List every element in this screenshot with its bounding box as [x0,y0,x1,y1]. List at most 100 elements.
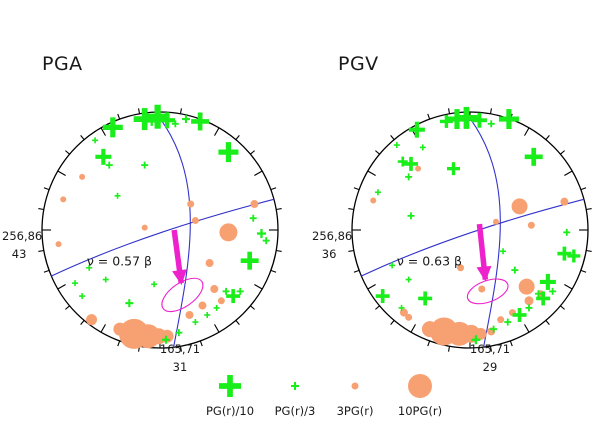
green-cross-point [397,156,408,167]
green-cross-point [151,281,158,288]
green-cross-point [171,120,179,128]
green-cross-point [222,287,230,295]
green-cross-point [92,137,99,144]
stereonet-svg-pgv: ν = 0.63 β [348,106,592,352]
green-cross-point [407,212,415,220]
green-cross-point [446,162,460,176]
green-cross-point [125,299,134,308]
green-cross-point [236,287,244,295]
orange-data-point [198,301,207,310]
green-cross-point [408,121,425,138]
great-circle-steep [154,111,191,348]
stereonet-outline [41,111,279,349]
legend-marker-dot-large [375,370,465,400]
green-cross-point [102,117,123,138]
green-cross-point [563,228,571,236]
green-cross-point [418,291,433,306]
panel-title-pga: PGA [42,53,83,75]
legend-marker-cross-small [250,370,340,400]
green-cross-point [256,229,266,239]
orange-data-point [415,165,422,172]
orange-data-point [527,221,535,229]
legend-label: PG(r)/10 [205,404,255,418]
stereonet-svg-pga: ν = 0.57 β [38,104,282,352]
stereonet-outline [351,111,589,349]
orange-data-point [560,197,569,206]
legend-marker-cross-large [185,370,275,400]
green-cross-point [498,109,519,130]
great-circle-steep [464,111,501,348]
green-markers [72,104,270,344]
green-cross-point [105,161,113,169]
side-label-pga-line1: 256,86 [2,229,43,243]
green-cross-point [86,264,93,271]
green-cross-point [374,189,381,196]
legend-item-2: 3PG(r) [310,370,400,418]
green-cross-point [419,144,426,151]
green-cross-point [536,291,551,306]
green-cross-point [500,248,507,255]
green-cross-point [404,156,418,171]
green-cross-point [192,319,199,326]
panel-title-pgv: PGV [338,53,379,75]
green-cross-point [504,318,512,326]
nu-annotation: ν = 0.57 β [87,253,152,268]
stereonet-tick-marks [38,108,282,352]
legend-item-3: 10PG(r) [375,370,465,418]
orange-data-point [518,278,535,295]
slip-vector-arrow [171,229,187,286]
legend-item-1: PG(r)/3 [250,370,340,418]
legend-marker-dot-small [310,370,400,400]
green-cross-point [102,276,109,283]
green-cross-point [511,266,519,274]
orange-data-point [187,200,195,208]
legend-label: 10PG(r) [397,404,443,418]
green-cross-point [525,304,533,312]
green-markers [374,106,581,345]
orange-data-point [457,264,465,272]
green-cross-point [204,311,211,318]
green-cross-point [455,106,478,129]
green-cross-point [181,115,190,124]
green-cross-point [79,293,86,300]
side-label-pga: 256,86 43 [2,228,42,264]
uncertainty-ellipse [161,277,204,313]
orange-data-point [497,316,505,324]
great-circle-traces [361,111,585,348]
side-label-pgv-line2: 36 [321,246,337,261]
green-cross-point [557,246,572,261]
orange-data-point [405,313,413,321]
orange-data-point [210,285,219,293]
green-cross-point [393,142,400,149]
green-cross-point [95,148,112,165]
green-cross-point [175,329,183,337]
legend-marker-glyph [291,382,299,390]
green-cross-point [490,325,498,333]
green-cross-point [487,120,495,128]
green-cross-point [567,249,581,263]
green-cross-point [191,112,210,131]
legend-item-0: PG(r)/10 [185,370,275,418]
legend-marker-glyph [219,375,241,397]
green-cross-point [218,142,239,163]
orange-data-point [217,297,225,305]
orange-data-point [185,310,194,319]
stereonet-pga: ν = 0.57 β [30,100,290,360]
side-label-pga-line2: 43 [11,246,27,261]
orange-data-point [370,197,377,204]
orange-data-point [421,321,438,338]
bottom-label-pgv: 165,71 29 [445,341,535,377]
green-cross-point [375,289,390,304]
orange-data-point [492,218,499,225]
green-cross-point [159,112,176,129]
legend-label: 3PG(r) [336,404,374,418]
uncertainty-ellipse [466,278,509,305]
orange-data-point [55,241,62,248]
nu-annotation: ν = 0.63 β [397,253,462,268]
green-cross-point [405,173,413,181]
orange-data-point [511,198,528,215]
green-cross-point [471,112,487,128]
green-cross-point [161,335,170,344]
orange-markers [55,173,259,349]
orange-data-point [250,200,259,209]
